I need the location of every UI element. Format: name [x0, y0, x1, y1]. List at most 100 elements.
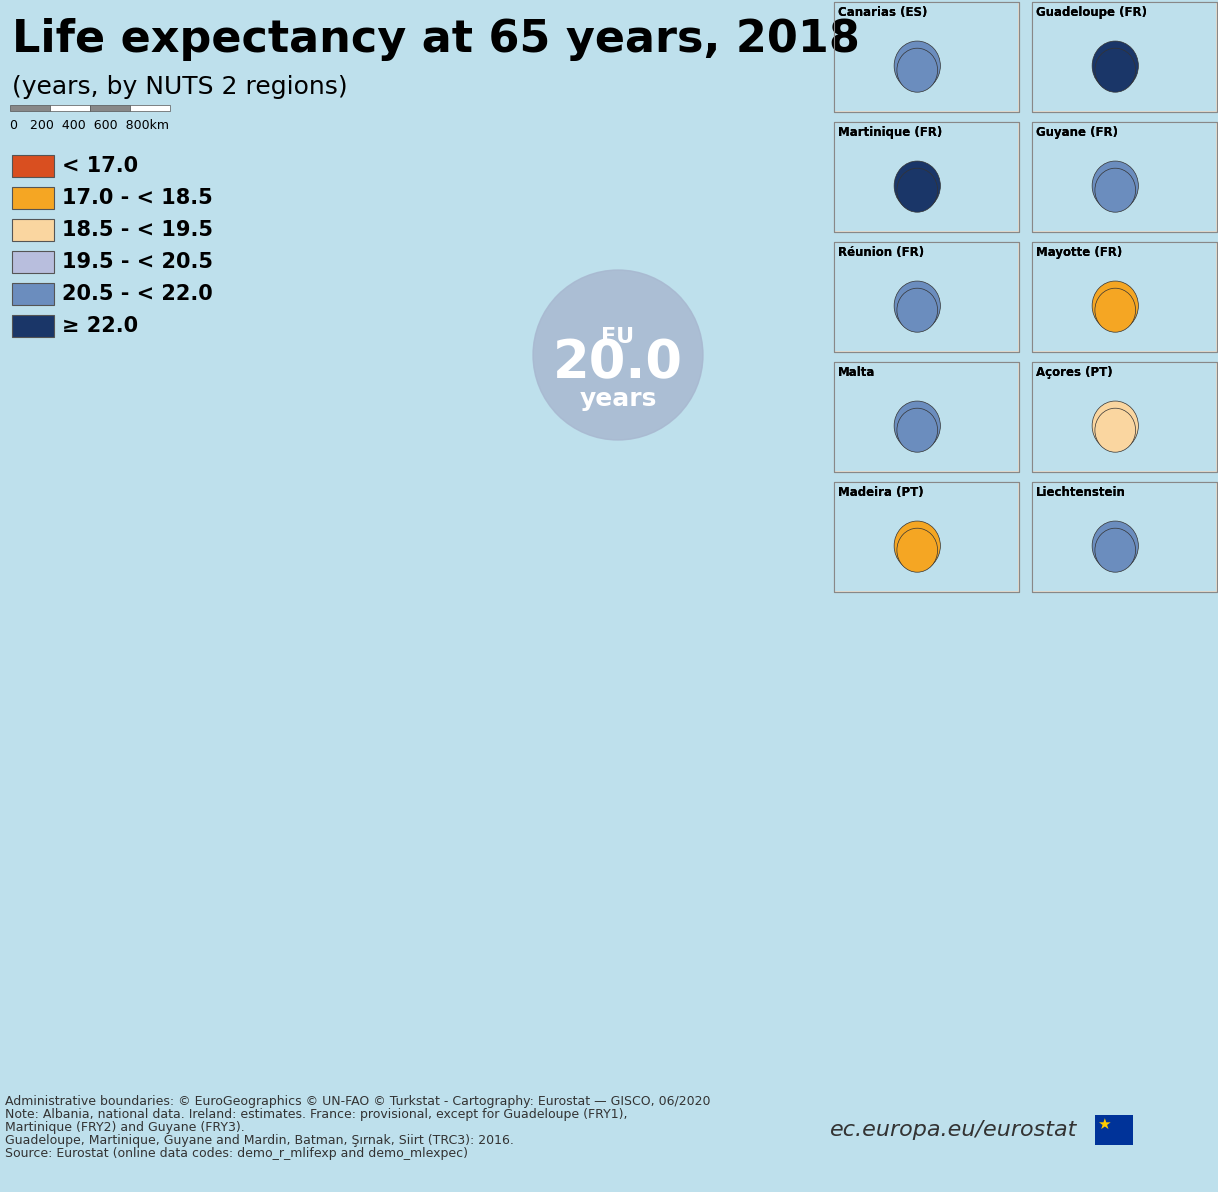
Ellipse shape — [1095, 288, 1135, 333]
Text: EU: EU — [602, 327, 635, 347]
Ellipse shape — [1093, 401, 1139, 451]
Bar — [834, 122, 1019, 232]
Ellipse shape — [896, 48, 938, 92]
Ellipse shape — [1093, 281, 1139, 330]
Bar — [836, 4, 1018, 111]
Bar — [90, 105, 130, 111]
Text: 20.0: 20.0 — [553, 337, 683, 389]
Text: 19.5 - < 20.5: 19.5 - < 20.5 — [62, 252, 213, 272]
Text: ★: ★ — [1097, 1117, 1111, 1132]
Bar — [834, 122, 1019, 232]
Text: Açores (PT): Açores (PT) — [1037, 366, 1112, 379]
Bar — [12, 219, 54, 241]
Ellipse shape — [1095, 168, 1135, 212]
Bar — [1032, 242, 1217, 352]
Bar — [834, 362, 1019, 472]
Text: Martinique (FR): Martinique (FR) — [838, 126, 943, 139]
Text: Guadeloupe (FR): Guadeloupe (FR) — [1037, 6, 1147, 19]
Bar — [1032, 242, 1217, 352]
Text: 18.5 - < 19.5: 18.5 - < 19.5 — [62, 221, 213, 240]
Bar — [1032, 362, 1217, 472]
Text: Réunion (FR): Réunion (FR) — [838, 246, 924, 259]
Bar — [12, 252, 54, 273]
Text: Life expectancy at 65 years, 2018: Life expectancy at 65 years, 2018 — [12, 18, 860, 61]
Bar — [1032, 122, 1217, 232]
Bar — [1033, 123, 1216, 231]
Text: 0   200  400  600  800km: 0 200 400 600 800km — [10, 119, 169, 132]
Text: Martinique (FR): Martinique (FR) — [838, 126, 943, 139]
Bar — [12, 187, 54, 209]
Bar — [12, 315, 54, 337]
Text: Liechtenstein: Liechtenstein — [1037, 486, 1125, 499]
Bar — [834, 242, 1019, 352]
Bar — [10, 105, 50, 111]
Ellipse shape — [894, 401, 940, 451]
Text: 17.0 - < 18.5: 17.0 - < 18.5 — [62, 188, 213, 207]
Text: ≥ 22.0: ≥ 22.0 — [62, 316, 138, 336]
Text: Canarias (ES): Canarias (ES) — [838, 6, 927, 19]
Text: years: years — [580, 387, 657, 411]
Bar — [834, 2, 1019, 112]
Ellipse shape — [1095, 48, 1135, 92]
Bar — [1032, 122, 1217, 232]
Bar — [1095, 1115, 1133, 1146]
Ellipse shape — [894, 161, 940, 211]
Bar — [836, 123, 1018, 231]
Text: Madeira (PT): Madeira (PT) — [838, 486, 923, 499]
Bar — [834, 482, 1019, 592]
Text: Mayotte (FR): Mayotte (FR) — [1037, 246, 1122, 259]
Ellipse shape — [894, 41, 940, 91]
Text: < 17.0: < 17.0 — [62, 156, 138, 176]
Text: (years, by NUTS 2 regions): (years, by NUTS 2 regions) — [12, 75, 347, 99]
Text: Mayotte (FR): Mayotte (FR) — [1037, 246, 1122, 259]
Text: 20.5 - < 22.0: 20.5 - < 22.0 — [62, 284, 213, 304]
Text: Source: Eurostat (online data codes: demo_r_mlifexp and demo_mlexpec): Source: Eurostat (online data codes: dem… — [5, 1147, 468, 1160]
Bar — [1032, 482, 1217, 592]
Ellipse shape — [896, 168, 938, 212]
Circle shape — [533, 271, 703, 440]
Text: Canarias (ES): Canarias (ES) — [838, 6, 927, 19]
Bar — [1033, 4, 1216, 111]
Text: Malta: Malta — [838, 366, 876, 379]
Bar — [834, 242, 1019, 352]
Ellipse shape — [894, 521, 940, 571]
Text: Réunion (FR): Réunion (FR) — [838, 246, 924, 259]
Text: Martinique (FRY2) and Guyane (FRY3).: Martinique (FRY2) and Guyane (FRY3). — [5, 1120, 245, 1134]
Bar — [50, 105, 90, 111]
Bar — [836, 483, 1018, 591]
Ellipse shape — [896, 528, 938, 572]
Ellipse shape — [1093, 161, 1139, 211]
Ellipse shape — [1095, 528, 1135, 572]
Text: Açores (PT): Açores (PT) — [1037, 366, 1112, 379]
Bar — [130, 105, 171, 111]
Bar — [12, 283, 54, 305]
Bar — [1032, 482, 1217, 592]
Bar — [1032, 362, 1217, 472]
Bar — [1033, 483, 1216, 591]
Bar — [836, 243, 1018, 350]
Text: Administrative boundaries: © EuroGeographics © UN-FAO © Turkstat - Cartography: : Administrative boundaries: © EuroGeograp… — [5, 1095, 710, 1109]
Text: Madeira (PT): Madeira (PT) — [838, 486, 923, 499]
Bar — [1033, 243, 1216, 350]
Bar — [834, 482, 1019, 592]
Bar — [1032, 2, 1217, 112]
Text: Guadeloupe (FR): Guadeloupe (FR) — [1037, 6, 1147, 19]
Text: ec.europa.eu/eurostat: ec.europa.eu/eurostat — [829, 1120, 1078, 1140]
Bar — [836, 364, 1018, 471]
Ellipse shape — [894, 281, 940, 330]
Text: Guyane (FR): Guyane (FR) — [1037, 126, 1118, 139]
Text: Guyane (FR): Guyane (FR) — [1037, 126, 1118, 139]
Ellipse shape — [1093, 521, 1139, 571]
Text: Guadeloupe, Martinique, Guyane and Mardin, Batman, Şırnak, Siirt (TRC3): 2016.: Guadeloupe, Martinique, Guyane and Mardi… — [5, 1134, 514, 1147]
Ellipse shape — [1093, 41, 1139, 91]
Ellipse shape — [896, 408, 938, 452]
Text: Malta: Malta — [838, 366, 876, 379]
Bar — [1033, 364, 1216, 471]
Ellipse shape — [1095, 408, 1135, 452]
Text: Liechtenstein: Liechtenstein — [1037, 486, 1125, 499]
Bar — [12, 155, 54, 176]
Bar — [834, 2, 1019, 112]
Bar — [834, 362, 1019, 472]
Ellipse shape — [896, 288, 938, 333]
Bar — [0, 0, 829, 1060]
